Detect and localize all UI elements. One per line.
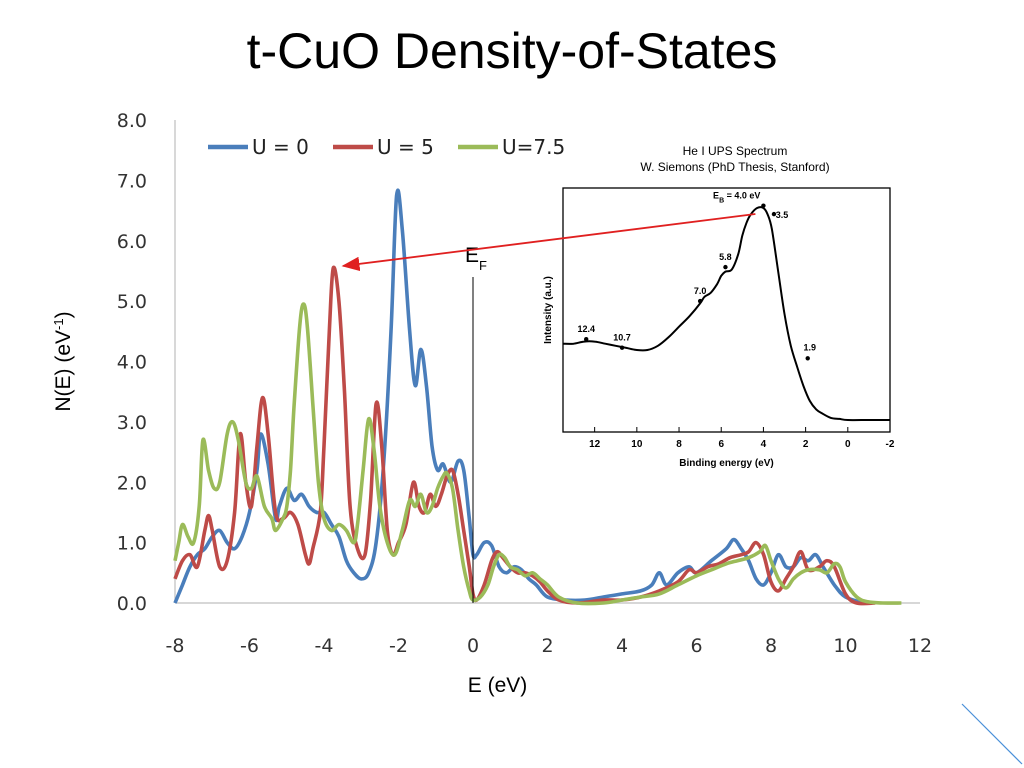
inset-x-tick-label: 2 — [803, 439, 809, 450]
ups-inset-chart: He I UPS Spectrum W. Siemons (PhD Thesis… — [543, 144, 895, 469]
inset-peak-dot — [584, 337, 589, 342]
y-tick-label: 3.0 — [117, 412, 147, 434]
peak-link-arrow — [341, 213, 756, 272]
dos-chart: 0.0 1.0 2.0 3.0 4.0 5.0 6.0 7.0 8.0 -8 -6 -4 -2 0 2 4 6… — [51, 110, 933, 697]
y-tick-label: 5.0 — [117, 291, 147, 313]
inset-x-ticks: 12 10 8 6 4 2 0 -2 — [589, 427, 895, 450]
inset-x-tick-label: 10 — [631, 439, 643, 450]
x-tick-label: 0 — [467, 635, 479, 657]
y-tick-label: 6.0 — [117, 231, 147, 253]
fermi-label-main: E — [465, 244, 479, 267]
x-tick-label: -6 — [240, 635, 259, 657]
legend: U = 0 U = 5 U=7.5 — [208, 135, 565, 159]
inset-y-axis-label: Intensity (a.u.) — [543, 276, 554, 344]
x-tick-label: 8 — [765, 635, 777, 657]
x-tick-label: -2 — [389, 635, 408, 657]
inset-peak-label: 5.8 — [719, 252, 732, 262]
decorative-corner-line — [961, 703, 1023, 765]
inset-x-tick-label: 4 — [761, 439, 767, 450]
series-line-2 — [173, 302, 902, 606]
y-tick-label: 8.0 — [117, 110, 147, 132]
x-tick-label: 10 — [833, 635, 857, 657]
legend-label-1: U = 5 — [377, 135, 434, 159]
x-tick-label: -4 — [315, 635, 334, 657]
y-tick-label: 1.0 — [117, 533, 147, 555]
y-axis-label-sup: -1 — [51, 318, 66, 330]
inset-peak-dot — [619, 345, 625, 350]
x-tick-labels: -8 -6 -4 -2 0 2 4 6 8 10 12 — [166, 635, 933, 657]
y-tick-labels: 0.0 1.0 2.0 3.0 4.0 5.0 6.0 7.0 8.0 — [117, 110, 147, 615]
y-axis-label: N(E) (eV-1) — [51, 311, 76, 411]
inset-curve-path — [562, 206, 890, 422]
x-axis-label: E (eV) — [468, 674, 528, 697]
slide-title: t-CuO Density-of-States — [246, 23, 778, 79]
inset-x-tick-label: -2 — [886, 439, 895, 450]
inset-peak-label: 10.7 — [613, 333, 631, 343]
inset-peak-annotations: 12.4 10.7 7.0 5.8 EB = 4.0 eV 3.5 1.9 — [577, 191, 816, 361]
series-line-1 — [173, 265, 876, 606]
legend-label-0: U = 0 — [252, 135, 309, 159]
inset-x-tick-label: 6 — [718, 439, 724, 450]
inset-frame — [562, 187, 891, 433]
inset-peak-dot — [805, 356, 810, 361]
inset-title-line1: He I UPS Spectrum — [683, 144, 788, 158]
inset-x-tick-label: 8 — [676, 439, 682, 450]
inset-peak-dot — [723, 264, 728, 270]
y-axis-label-main: N(E) (eV — [52, 330, 75, 412]
inset-peak-dot — [697, 298, 703, 304]
inset-peak-dot — [761, 203, 766, 208]
inset-x-tick-label: 12 — [589, 439, 601, 450]
x-tick-label: 2 — [541, 635, 553, 657]
inset-peak-label: 1.9 — [803, 342, 816, 352]
inset-peak-label: 3.5 — [776, 210, 789, 220]
y-tick-label: 2.0 — [117, 472, 147, 494]
inset-x-axis-label: Binding energy (eV) — [679, 458, 773, 469]
inset-spectrum-curve — [562, 206, 890, 422]
series-lines — [173, 188, 902, 606]
inset-peak-label: 12.4 — [577, 324, 595, 334]
y-axis-label-close: ) — [52, 311, 75, 318]
inset-peak-dot — [771, 211, 777, 217]
inset-x-tick-label: 0 — [845, 439, 851, 450]
y-tick-label: 7.0 — [117, 170, 147, 192]
x-tick-label: -8 — [166, 635, 185, 657]
inset-peak-label: EB = 4.0 eV — [713, 191, 760, 205]
inset-peak-label: 7.0 — [694, 286, 707, 296]
inset-title-line2: W. Siemons (PhD Thesis, Stanford) — [640, 160, 829, 174]
fermi-label-sub: F — [479, 257, 487, 272]
x-tick-label: 12 — [908, 635, 932, 657]
x-tick-label: 6 — [690, 635, 702, 657]
y-tick-label: 4.0 — [117, 352, 147, 374]
x-tick-label: 4 — [616, 635, 628, 657]
y-tick-label: 0.0 — [117, 593, 147, 615]
legend-label-2: U=7.5 — [502, 135, 565, 159]
